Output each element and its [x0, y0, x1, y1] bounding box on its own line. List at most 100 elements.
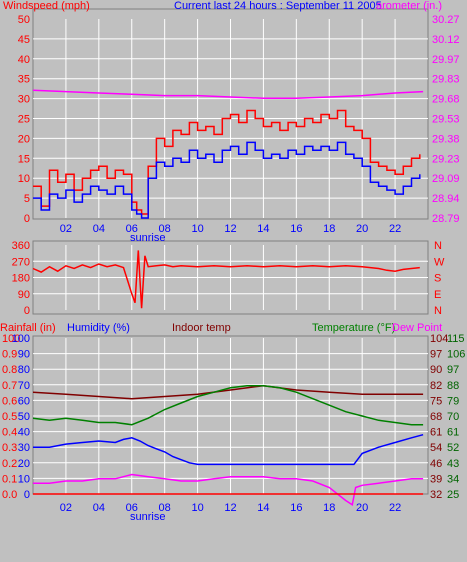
rain-axis-tick: 0.0 — [2, 489, 17, 501]
tick-layer: 02 02 04 04 06 06 08 08 10 10 12 12 14 14 16 16 18 18 20 20… — [2, 14, 465, 514]
hour-tick-label: 04 — [93, 223, 105, 235]
series-line-windspeed-mph- — [33, 109, 421, 215]
series-layer — [32, 89, 424, 507]
temp-axis-tick: 97 — [430, 349, 442, 361]
hour-tick-label: 06 — [126, 502, 138, 514]
baro-axis-tick: 29.68 — [432, 94, 460, 106]
dew-axis-tick: 25 — [447, 489, 459, 501]
wind-axis-tick: 20 — [18, 133, 30, 145]
hour-tick-label: 10 — [191, 223, 203, 235]
hour-tick-label: 10 — [191, 502, 203, 514]
rain-axis-tick: 0.3 — [2, 442, 17, 454]
hour-tick-label: 22 — [389, 223, 401, 235]
temp-axis-tick: 68 — [430, 411, 442, 423]
rain-axis-tick: 0.4 — [2, 427, 17, 439]
temp-axis-tick: 75 — [430, 395, 442, 407]
rain-axis-tick: 0.5 — [2, 411, 17, 423]
hour-tick-label: 18 — [323, 502, 335, 514]
humidity-axis-tick: 80 — [18, 364, 30, 376]
temp-axis-tick: 46 — [430, 458, 442, 470]
hour-tick-label: 06 — [126, 223, 138, 235]
rain-axis-tick: 0.6 — [2, 395, 17, 407]
direction-axis-tick: 180 — [12, 273, 30, 285]
temp-axis-tick: 82 — [430, 380, 442, 392]
temp-axis-tick: 61 — [430, 427, 442, 439]
humidity-axis-tick: 30 — [18, 442, 30, 454]
compass-axis-tick: E — [434, 289, 441, 301]
dew-axis-tick: 97 — [447, 364, 459, 376]
direction-axis-tick: 90 — [18, 289, 30, 301]
dew-axis-tick: 88 — [447, 380, 459, 392]
hour-tick-label: 02 — [60, 223, 72, 235]
indoor-temp-title: Indoor temp — [172, 322, 231, 334]
temp-axis-tick: 90 — [430, 364, 442, 376]
hour-tick-label: 12 — [224, 502, 236, 514]
series-line-humidity- — [33, 433, 424, 466]
series-line-wind-gust — [33, 141, 421, 219]
wind-axis-tick: 10 — [18, 173, 30, 185]
hour-tick-label: 14 — [257, 223, 269, 235]
humidity-axis-tick: 10 — [18, 473, 30, 485]
wind-axis-tick: 15 — [18, 153, 30, 165]
baro-axis-tick: 28.79 — [432, 213, 460, 225]
dew-axis-tick: 70 — [447, 411, 459, 423]
hour-tick-label: 08 — [159, 223, 171, 235]
baro-axis-tick: 29.83 — [432, 74, 460, 86]
series-line-dew-point — [33, 473, 424, 507]
humidity-axis-tick: 90 — [18, 349, 30, 361]
temp-axis-tick: 104 — [430, 333, 448, 345]
dew-axis-tick: 43 — [447, 458, 459, 470]
baro-axis-tick: 30.27 — [432, 14, 460, 26]
rain-axis-tick: 0.9 — [2, 349, 17, 361]
dew-axis-tick: 34 — [447, 473, 459, 485]
compass-axis-tick: N — [434, 305, 442, 317]
humidity-axis-tick: 60 — [18, 395, 30, 407]
rain-axis-tick: 100 — [2, 333, 20, 345]
hour-tick-label: 16 — [290, 502, 302, 514]
hour-tick-label: 22 — [389, 502, 401, 514]
baro-axis-tick: 29.38 — [432, 133, 460, 145]
hour-tick-label: 18 — [323, 223, 335, 235]
barometer-axis-title: arometer (in.) — [376, 0, 442, 12]
rain-axis-tick: 0.1 — [2, 473, 17, 485]
temp-axis-tick: 54 — [430, 442, 442, 454]
humidity-axis-title: Humidity (%) — [67, 322, 130, 334]
dew-axis-tick: 115 — [447, 333, 465, 345]
humidity-axis-tick: 50 — [18, 411, 30, 423]
temperature-axis-title: Temperature (°F) — [312, 322, 395, 334]
hour-tick-label: 08 — [159, 502, 171, 514]
wind-axis-tick: 30 — [18, 94, 30, 106]
dew-axis-tick: 79 — [447, 395, 459, 407]
series-line-temperature-f- — [32, 384, 424, 426]
sunrise-label-bottom: sunrise — [130, 511, 165, 523]
baro-axis-tick: 29.53 — [432, 114, 460, 126]
baro-axis-tick: 29.09 — [432, 173, 460, 185]
temp-axis-tick: 39 — [430, 473, 442, 485]
direction-axis-tick: 360 — [12, 240, 30, 252]
sunrise-label-top: sunrise — [130, 232, 165, 244]
rain-axis-tick: 0.8 — [2, 364, 17, 376]
humidity-axis-tick: 20 — [18, 458, 30, 470]
dew-axis-tick: 52 — [447, 442, 459, 454]
wind-axis-tick: 5 — [24, 193, 30, 205]
hour-tick-label: 02 — [60, 502, 72, 514]
wind-axis-tick: 50 — [18, 14, 30, 26]
wind-axis-tick: 45 — [18, 34, 30, 46]
humidity-axis-tick: 40 — [18, 427, 30, 439]
humidity-axis-tick: 0 — [24, 489, 30, 501]
baro-axis-tick: 30.12 — [432, 34, 460, 46]
compass-axis-tick: N — [434, 240, 442, 252]
humidity-axis-tick: 70 — [18, 380, 30, 392]
hour-tick-label: 12 — [224, 223, 236, 235]
dew-point-axis-title: Dew Point — [392, 322, 442, 334]
hour-tick-label: 14 — [257, 502, 269, 514]
hour-tick-label: 04 — [93, 502, 105, 514]
direction-axis-tick: 270 — [12, 256, 30, 268]
temp-axis-tick: 32 — [430, 489, 442, 501]
wind-axis-tick: 0 — [24, 213, 30, 225]
windspeed-axis-title: Windspeed (mph) — [3, 0, 90, 12]
dew-axis-tick: 106 — [447, 349, 465, 361]
chart-title: Current last 24 hours : September 11 200… — [174, 0, 382, 12]
